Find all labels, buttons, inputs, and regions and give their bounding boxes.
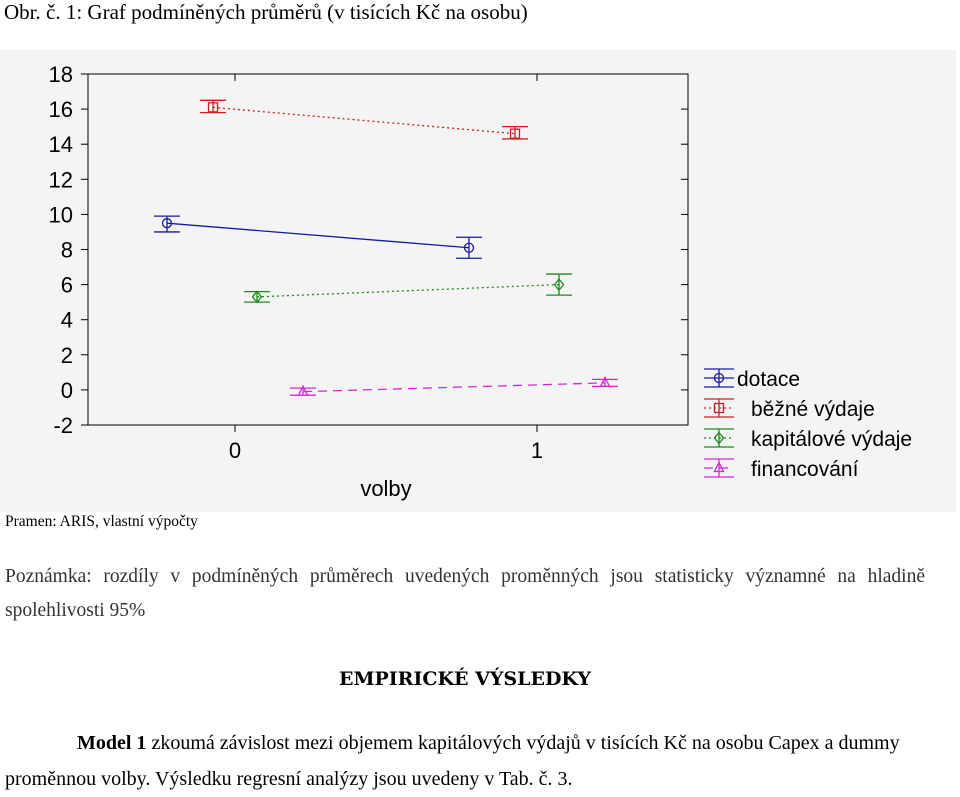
x-tick-label: 1 (531, 438, 543, 463)
data-point (161, 218, 173, 229)
section-heading: EMPIRICKÉ VÝSLEDKY (338, 668, 591, 690)
data-point (297, 384, 309, 396)
legend-label: kapitálové výdaje (751, 428, 912, 451)
note-paragraph: Poznámka: rozdíly v podmíněných průměrec… (5, 566, 925, 621)
data-point (599, 375, 611, 388)
legend-entry: dotace (704, 368, 800, 391)
chart-background (0, 50, 956, 512)
y-tick-label: 6 (61, 273, 73, 298)
series-line (166, 222, 470, 249)
y-tick-label: 0 (61, 378, 73, 403)
data-point (463, 242, 475, 253)
series-line (256, 283, 560, 298)
legend-marker (713, 431, 725, 445)
legend-marker (713, 461, 725, 473)
y-tick-label: 10 (49, 202, 73, 227)
data-point (251, 290, 263, 304)
data-point (207, 102, 219, 113)
y-tick-label: 4 (61, 308, 73, 333)
source-note: Pramen: ARIS, vlastní výpočty (5, 513, 198, 530)
y-tick-label: 8 (61, 238, 73, 263)
conditional-means-chart: 18 16 14 12 10 8 6 4 2 0 -2 0 1 volby dotace běžné výda… (0, 50, 956, 512)
legend-label: dotace (737, 368, 800, 391)
legend-marker (713, 372, 725, 384)
y-tick-label: 12 (49, 167, 73, 192)
figure-caption: Obr. č. 1: Graf podmíněných průměrů (v t… (4, 0, 528, 24)
y-tick-label: 18 (49, 62, 73, 87)
series-line (212, 106, 516, 135)
body-paragraph: Model 1 zkoumá závislost mezi objemem ka… (5, 725, 925, 797)
legend-marker (713, 402, 725, 414)
error-bar (546, 273, 572, 296)
x-axis-label: volby (360, 476, 411, 501)
y-tick-label: 16 (49, 97, 73, 122)
y-tick-label: 14 (49, 132, 73, 157)
legend-label: financování (751, 458, 859, 481)
legend-entry: běžné výdaje (704, 398, 875, 421)
data-point (509, 128, 521, 139)
y-tick-label: -2 (53, 413, 73, 438)
body-text: zkoumá závislost mezi objemem kapitálový… (5, 732, 900, 790)
legend-label: běžné výdaje (751, 398, 875, 421)
legend-entry: kapitálové výdaje (704, 428, 912, 451)
series-line (302, 382, 606, 393)
model-label: Model 1 (77, 732, 147, 754)
error-bar (456, 236, 482, 259)
x-tick-label: 0 (229, 438, 241, 463)
data-point (553, 278, 565, 292)
y-tick-label: 2 (61, 343, 73, 368)
